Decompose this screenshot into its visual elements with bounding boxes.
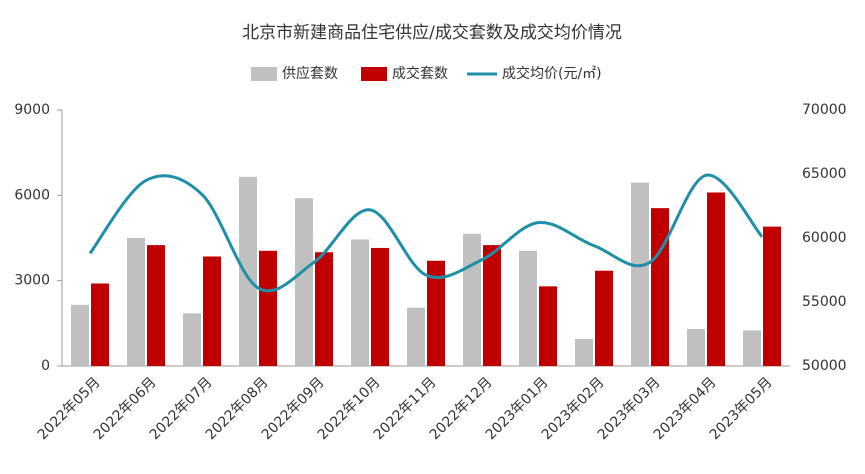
bar xyxy=(351,239,369,366)
bar xyxy=(295,198,313,366)
legend-label: 成交套数 xyxy=(392,65,448,82)
price-line xyxy=(88,173,764,293)
y2-tick-label: 70000 xyxy=(802,102,847,118)
bar xyxy=(239,176,257,366)
bar xyxy=(595,270,613,366)
y-tick-label: 6000 xyxy=(14,187,50,203)
bar xyxy=(631,182,649,366)
bar xyxy=(539,286,557,366)
y-tick-label: 0 xyxy=(41,358,50,374)
bar xyxy=(743,330,761,366)
legend-swatch xyxy=(361,67,387,81)
bar xyxy=(651,208,669,366)
bar xyxy=(259,250,277,366)
bar xyxy=(91,283,109,366)
bar xyxy=(203,256,221,366)
legend-label: 成交均价(元/㎡) xyxy=(502,65,602,82)
bar xyxy=(575,338,593,366)
bar xyxy=(147,245,165,366)
y2-tick-label: 55000 xyxy=(802,294,847,310)
y-tick-label: 9000 xyxy=(14,102,50,118)
bar xyxy=(763,226,781,366)
chart-title: 北京市新建商品住宅供应/成交套数及成交均价情况 xyxy=(242,23,622,43)
y2-tick-label: 50000 xyxy=(802,358,847,374)
bar xyxy=(183,313,201,366)
bar xyxy=(687,329,705,366)
bar xyxy=(71,304,89,366)
y-tick-label: 3000 xyxy=(14,273,50,289)
y2-tick-label: 60000 xyxy=(802,230,847,246)
legend-label: 供应套数 xyxy=(282,65,338,82)
bar xyxy=(315,252,333,366)
bar xyxy=(407,307,425,366)
bar xyxy=(463,233,481,366)
bar xyxy=(371,247,389,366)
bar xyxy=(127,238,145,366)
bar xyxy=(427,260,445,366)
bar xyxy=(519,250,537,366)
bar xyxy=(707,192,725,366)
legend-swatch xyxy=(251,67,277,81)
bar xyxy=(483,245,501,366)
y2-tick-label: 65000 xyxy=(802,166,847,182)
